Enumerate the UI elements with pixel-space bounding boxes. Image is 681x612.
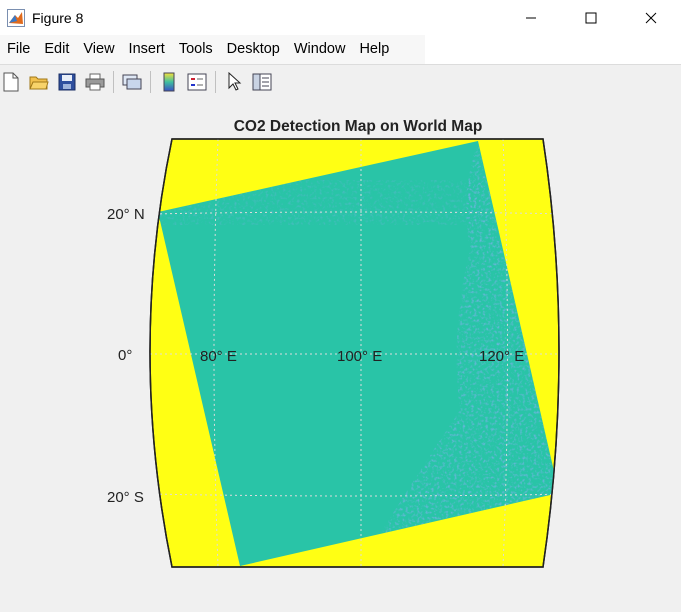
- link-plot-button[interactable]: [121, 71, 143, 93]
- insert-colorbar-button[interactable]: [158, 71, 180, 93]
- menu-tools[interactable]: Tools: [178, 41, 213, 57]
- close-icon: [645, 12, 657, 23]
- save-figure-icon: [58, 73, 76, 91]
- edit-plot-arrow-icon: [228, 72, 242, 91]
- link-plot-icon: [122, 74, 142, 90]
- insert-legend-button[interactable]: [186, 71, 208, 93]
- menu-edit[interactable]: Edit: [44, 41, 70, 57]
- property-inspector-icon: [252, 73, 272, 91]
- lat-label-20n: 20° N: [107, 206, 145, 223]
- open-file-icon: [29, 76, 49, 90]
- lat-label-0: 0°: [118, 347, 132, 364]
- figure-toolbar: [0, 64, 681, 100]
- open-file-button[interactable]: [28, 71, 50, 93]
- lon-label-80e: 80° E: [200, 348, 237, 365]
- close-button[interactable]: [621, 0, 681, 35]
- map-graticule: [150, 139, 559, 567]
- menu-view[interactable]: View: [83, 41, 115, 57]
- window-title: Figure 8: [32, 9, 84, 26]
- print-figure-button[interactable]: [84, 71, 106, 93]
- menu-bar: File Edit View Insert Tools Desktop Wind…: [0, 35, 681, 64]
- minimize-button[interactable]: [501, 0, 561, 35]
- save-figure-button[interactable]: [56, 71, 78, 93]
- window-titlebar: Figure 8: [0, 0, 681, 35]
- insert-legend-icon: [187, 73, 207, 91]
- lon-label-100e: 100° E: [337, 348, 382, 365]
- menu-window[interactable]: Window: [293, 41, 346, 57]
- minimize-icon: [526, 17, 536, 18]
- chart-title: CO2 Detection Map on World Map: [234, 118, 483, 135]
- new-figure-button[interactable]: [0, 71, 22, 93]
- lon-label-120e: 120° E: [479, 348, 524, 365]
- maximize-icon: [585, 12, 597, 23]
- figure-canvas: CO2 Detection Map on World Map 20° N 0° …: [0, 99, 681, 607]
- lat-label-20s: 20° S: [107, 489, 144, 506]
- matlab-logo-icon: [7, 8, 25, 27]
- insert-colorbar-icon: [163, 72, 175, 92]
- menu-file[interactable]: File: [7, 41, 31, 57]
- menu-insert[interactable]: Insert: [128, 41, 165, 57]
- edit-plot-button[interactable]: [223, 71, 245, 93]
- new-figure-icon: [3, 72, 19, 92]
- property-inspector-button[interactable]: [251, 71, 273, 93]
- menu-help[interactable]: Help: [359, 41, 390, 57]
- maximize-button[interactable]: [561, 0, 621, 35]
- print-figure-icon: [85, 73, 105, 91]
- map-axes[interactable]: CO2 Detection Map on World Map 20° N 0° …: [0, 99, 681, 607]
- menu-desktop[interactable]: Desktop: [226, 41, 280, 57]
